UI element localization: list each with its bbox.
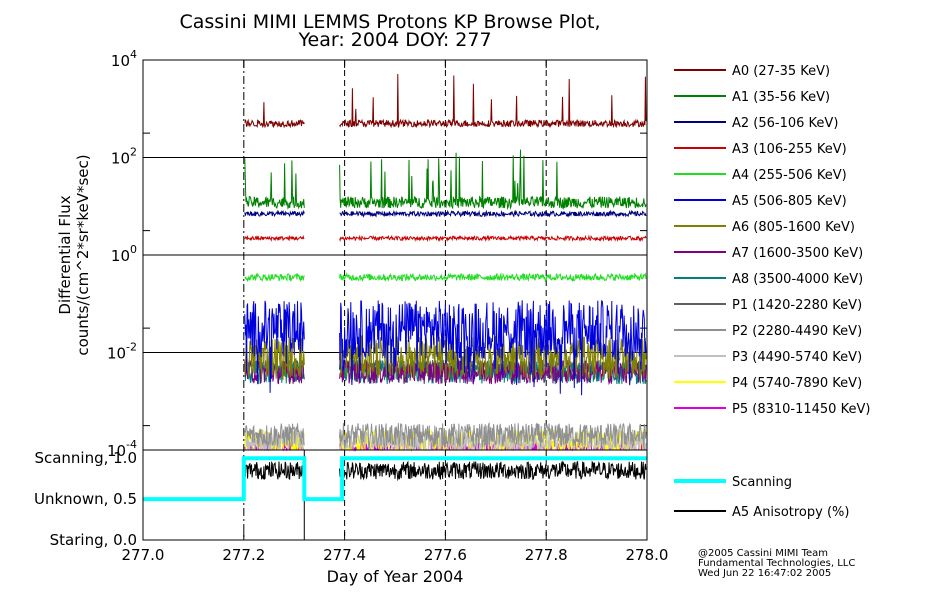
x-tick-label-5: 278.0 (626, 546, 669, 564)
series-line-5 (244, 299, 647, 396)
series-line-10 (244, 422, 647, 450)
x-ticks: 277.0 277.2 277.4 277.6 277.8 278.0 (122, 60, 669, 564)
mode-tick-label-2: Staring, 0.0 (50, 531, 137, 549)
y-axis-label-line2: counts/(cm^2*sr*keV*sec) (74, 154, 92, 355)
y-tick-base: 10 (107, 442, 126, 460)
series-line-0 (244, 73, 647, 129)
anisotropy-line (244, 460, 647, 482)
y-tick-base: 10 (107, 345, 126, 363)
credit-line-2: Wed Jun 22 16:47:02 2005 (698, 568, 831, 579)
x-axis-label: Day of Year 2004 (327, 567, 464, 586)
mode-tick-label-0: Scanning, 1.0 (34, 449, 137, 467)
series-line-3 (244, 234, 647, 243)
y-tick-exp: -2 (126, 341, 137, 354)
x-tick-label-4: 277.8 (525, 546, 568, 564)
y-tick-exp: 4 (130, 48, 137, 61)
legend-label-13: P5 (8310-11450 KeV) (732, 402, 870, 417)
legend-label-8: A8 (3500-4000 KeV) (732, 272, 863, 287)
x-tick-label-1: 277.2 (222, 546, 265, 564)
y-tick-label-4: 10-4 (107, 438, 137, 460)
y-tick-base: 10 (111, 150, 130, 168)
legend-label-0: A0 (27-35 KeV) (732, 64, 830, 79)
legend-label-3: A3 (106-255 KeV) (732, 142, 847, 157)
credit-line-1: Fundamental Technologies, LLC (698, 558, 855, 569)
y-tick-label-1: 102 (111, 146, 137, 168)
y-tick-base: 10 (111, 52, 130, 70)
legend-label-5: A5 (506-805 KeV) (732, 194, 847, 209)
y-axis-label-line1: Differential Flux (56, 195, 74, 314)
scanning-line (143, 456, 647, 502)
y-tick-exp: -4 (126, 438, 137, 451)
y-tick-label-2: 100 (111, 243, 137, 265)
x-tick-label-3: 277.6 (424, 546, 467, 564)
legend-label-7: A7 (1600-3500 KeV) (732, 246, 863, 261)
mode-y-ticks: Scanning, 1.0 Unknown, 0.5 Staring, 0.0 (34, 449, 137, 549)
legend-label-6: A6 (805-1600 KeV) (732, 220, 855, 235)
legend-label-2: A2 (56-106 KeV) (732, 116, 838, 131)
series-line-1 (244, 149, 647, 211)
legend-label-9: P1 (1420-2280 KeV) (732, 298, 862, 313)
series-line-2 (244, 209, 647, 218)
plot-axes (142, 59, 648, 541)
legend-label-4: A4 (255-506 KeV) (732, 168, 847, 183)
flux-grid (143, 59, 647, 451)
mode-legend-label-1: A5 Anisotropy (%) (732, 505, 849, 520)
x-tick-label-2: 277.4 (323, 546, 366, 564)
legend: A0 (27-35 KeV) A1 (35-56 KeV) A2 (56-106 K… (674, 64, 870, 520)
flux-series (244, 73, 647, 452)
legend-label-1: A1 (35-56 KeV) (732, 90, 830, 105)
mode-legend-label-0: Scanning (732, 475, 792, 490)
mode-tick-label-1: Unknown, 0.5 (34, 490, 137, 508)
y-tick-base: 10 (111, 247, 130, 265)
y-tick-exp: 0 (130, 243, 137, 256)
mode-frame (142, 449, 648, 541)
chart-title: Cassini MIMI LEMMS Protons KP Browse Plo… (179, 11, 600, 33)
x-tick-label-0: 277.0 (122, 546, 165, 564)
y-tick-exp: 2 (130, 146, 137, 159)
legend-label-11: P3 (4490-5740 KeV) (732, 350, 862, 365)
legend-label-12: P4 (5740-7890 KeV) (732, 376, 862, 391)
mode-series (143, 456, 647, 502)
y-tick-label-3: 10-2 (107, 341, 137, 363)
credit-line-0: @2005 Cassini MIMI Team (698, 548, 828, 559)
chart-subtitle: Year: 2004 DOY: 277 (297, 29, 491, 51)
legend-label-10: P2 (2280-4490 KeV) (732, 324, 862, 339)
y-tick-label-0: 104 (111, 48, 137, 70)
series-line-4 (244, 271, 647, 283)
